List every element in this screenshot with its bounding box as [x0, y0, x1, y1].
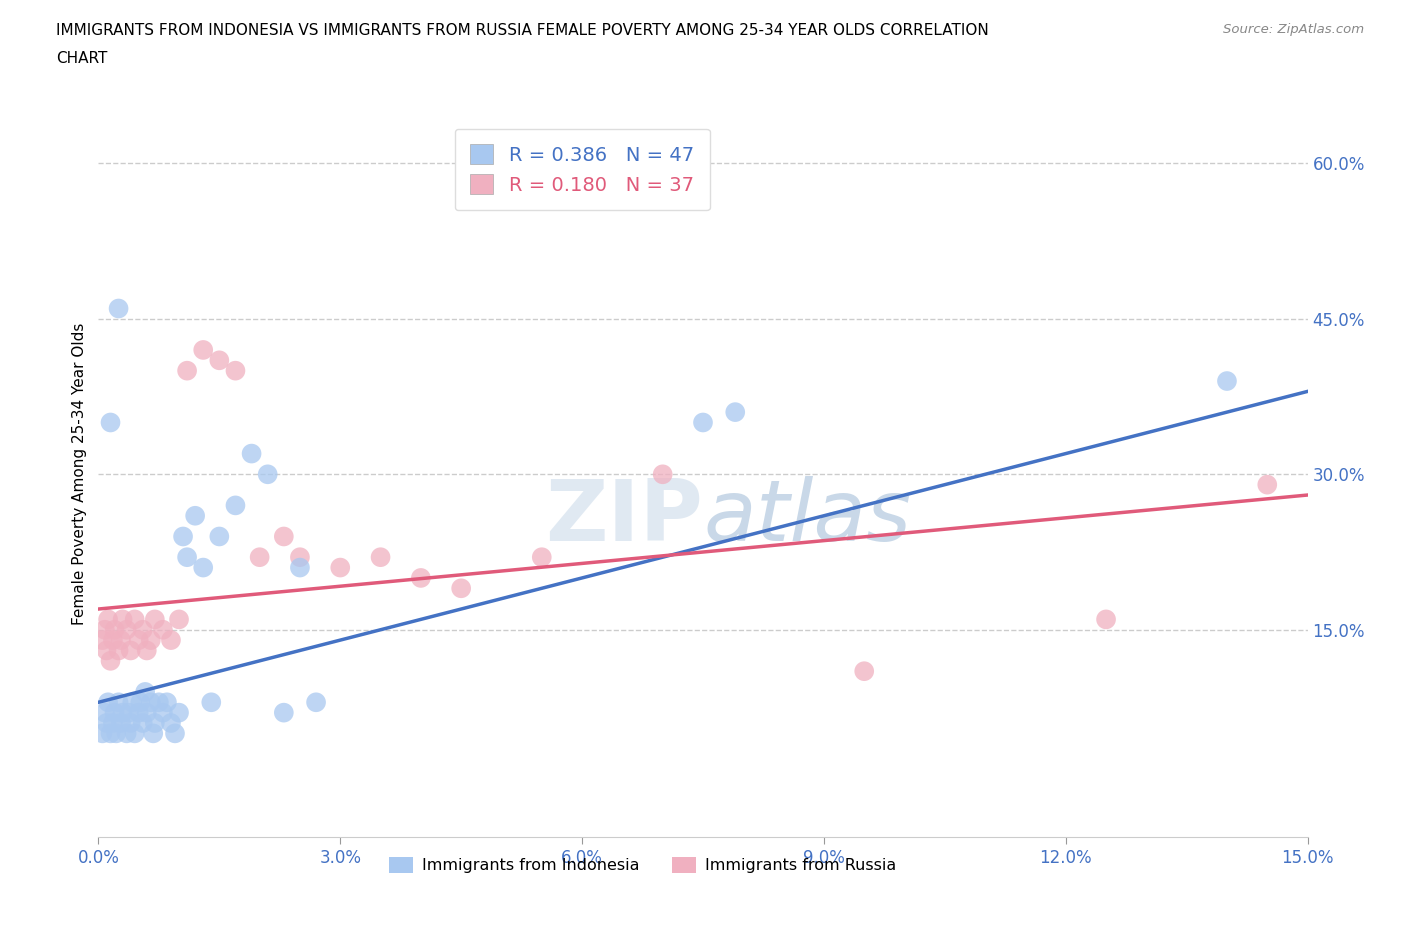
Point	[107, 695, 129, 710]
Point	[103, 622, 125, 637]
Point	[101, 632, 124, 647]
Point	[249, 550, 271, 565]
Point	[107, 301, 129, 316]
Point	[148, 695, 170, 710]
Point	[111, 705, 134, 720]
Point	[115, 726, 138, 741]
Text: Source: ZipAtlas.com: Source: ZipAtlas.com	[1223, 23, 1364, 36]
Point	[124, 612, 146, 627]
Point	[143, 715, 166, 730]
Point	[224, 364, 246, 379]
Point	[370, 550, 392, 565]
Point	[124, 726, 146, 741]
Point	[167, 612, 190, 627]
Point	[120, 643, 142, 658]
Text: IMMIGRANTS FROM INDONESIA VS IMMIGRANTS FROM RUSSIA FEMALE POVERTY AMONG 25-34 Y: IMMIGRANTS FROM INDONESIA VS IMMIGRANTS …	[56, 23, 988, 38]
Point	[110, 715, 132, 730]
Point	[651, 467, 673, 482]
Point	[240, 446, 263, 461]
Point	[1256, 477, 1278, 492]
Point	[129, 695, 152, 710]
Point	[409, 570, 432, 585]
Point	[152, 705, 174, 720]
Point	[107, 643, 129, 658]
Point	[100, 726, 122, 741]
Point	[853, 664, 876, 679]
Point	[329, 560, 352, 575]
Point	[143, 612, 166, 627]
Point	[128, 632, 150, 647]
Point	[100, 415, 122, 430]
Point	[96, 643, 118, 658]
Point	[692, 415, 714, 430]
Point	[224, 498, 246, 512]
Text: CHART: CHART	[56, 51, 108, 66]
Text: atlas: atlas	[703, 476, 911, 559]
Point	[134, 684, 156, 699]
Point	[273, 705, 295, 720]
Point	[103, 705, 125, 720]
Point	[152, 622, 174, 637]
Point	[128, 705, 150, 720]
Point	[97, 695, 120, 710]
Point	[176, 364, 198, 379]
Point	[450, 581, 472, 596]
Point	[156, 695, 179, 710]
Point	[139, 632, 162, 647]
Point	[91, 632, 114, 647]
Point	[724, 405, 747, 419]
Point	[530, 550, 553, 565]
Point	[305, 695, 328, 710]
Point	[208, 352, 231, 367]
Point	[256, 467, 278, 482]
Point	[288, 550, 311, 565]
Point	[172, 529, 194, 544]
Point	[132, 715, 155, 730]
Point	[288, 560, 311, 575]
Point	[193, 560, 215, 575]
Point	[96, 715, 118, 730]
Point	[193, 342, 215, 357]
Point	[118, 705, 141, 720]
Point	[167, 705, 190, 720]
Point	[139, 695, 162, 710]
Legend: Immigrants from Indonesia, Immigrants from Russia: Immigrants from Indonesia, Immigrants fr…	[382, 850, 903, 880]
Text: ZIP: ZIP	[546, 476, 703, 559]
Point	[176, 550, 198, 565]
Point	[97, 612, 120, 627]
Point	[94, 705, 117, 720]
Point	[101, 715, 124, 730]
Point	[160, 632, 183, 647]
Point	[132, 622, 155, 637]
Point	[91, 726, 114, 741]
Point	[115, 622, 138, 637]
Point	[163, 726, 186, 741]
Point	[1095, 612, 1118, 627]
Point	[135, 705, 157, 720]
Point	[184, 509, 207, 524]
Point	[94, 622, 117, 637]
Y-axis label: Female Poverty Among 25-34 Year Olds: Female Poverty Among 25-34 Year Olds	[72, 323, 87, 626]
Point	[120, 715, 142, 730]
Point	[100, 654, 122, 669]
Point	[111, 612, 134, 627]
Point	[208, 529, 231, 544]
Point	[110, 632, 132, 647]
Point	[200, 695, 222, 710]
Point	[142, 726, 165, 741]
Point	[121, 695, 143, 710]
Point	[1216, 374, 1239, 389]
Point	[105, 726, 128, 741]
Point	[160, 715, 183, 730]
Point	[273, 529, 295, 544]
Point	[135, 643, 157, 658]
